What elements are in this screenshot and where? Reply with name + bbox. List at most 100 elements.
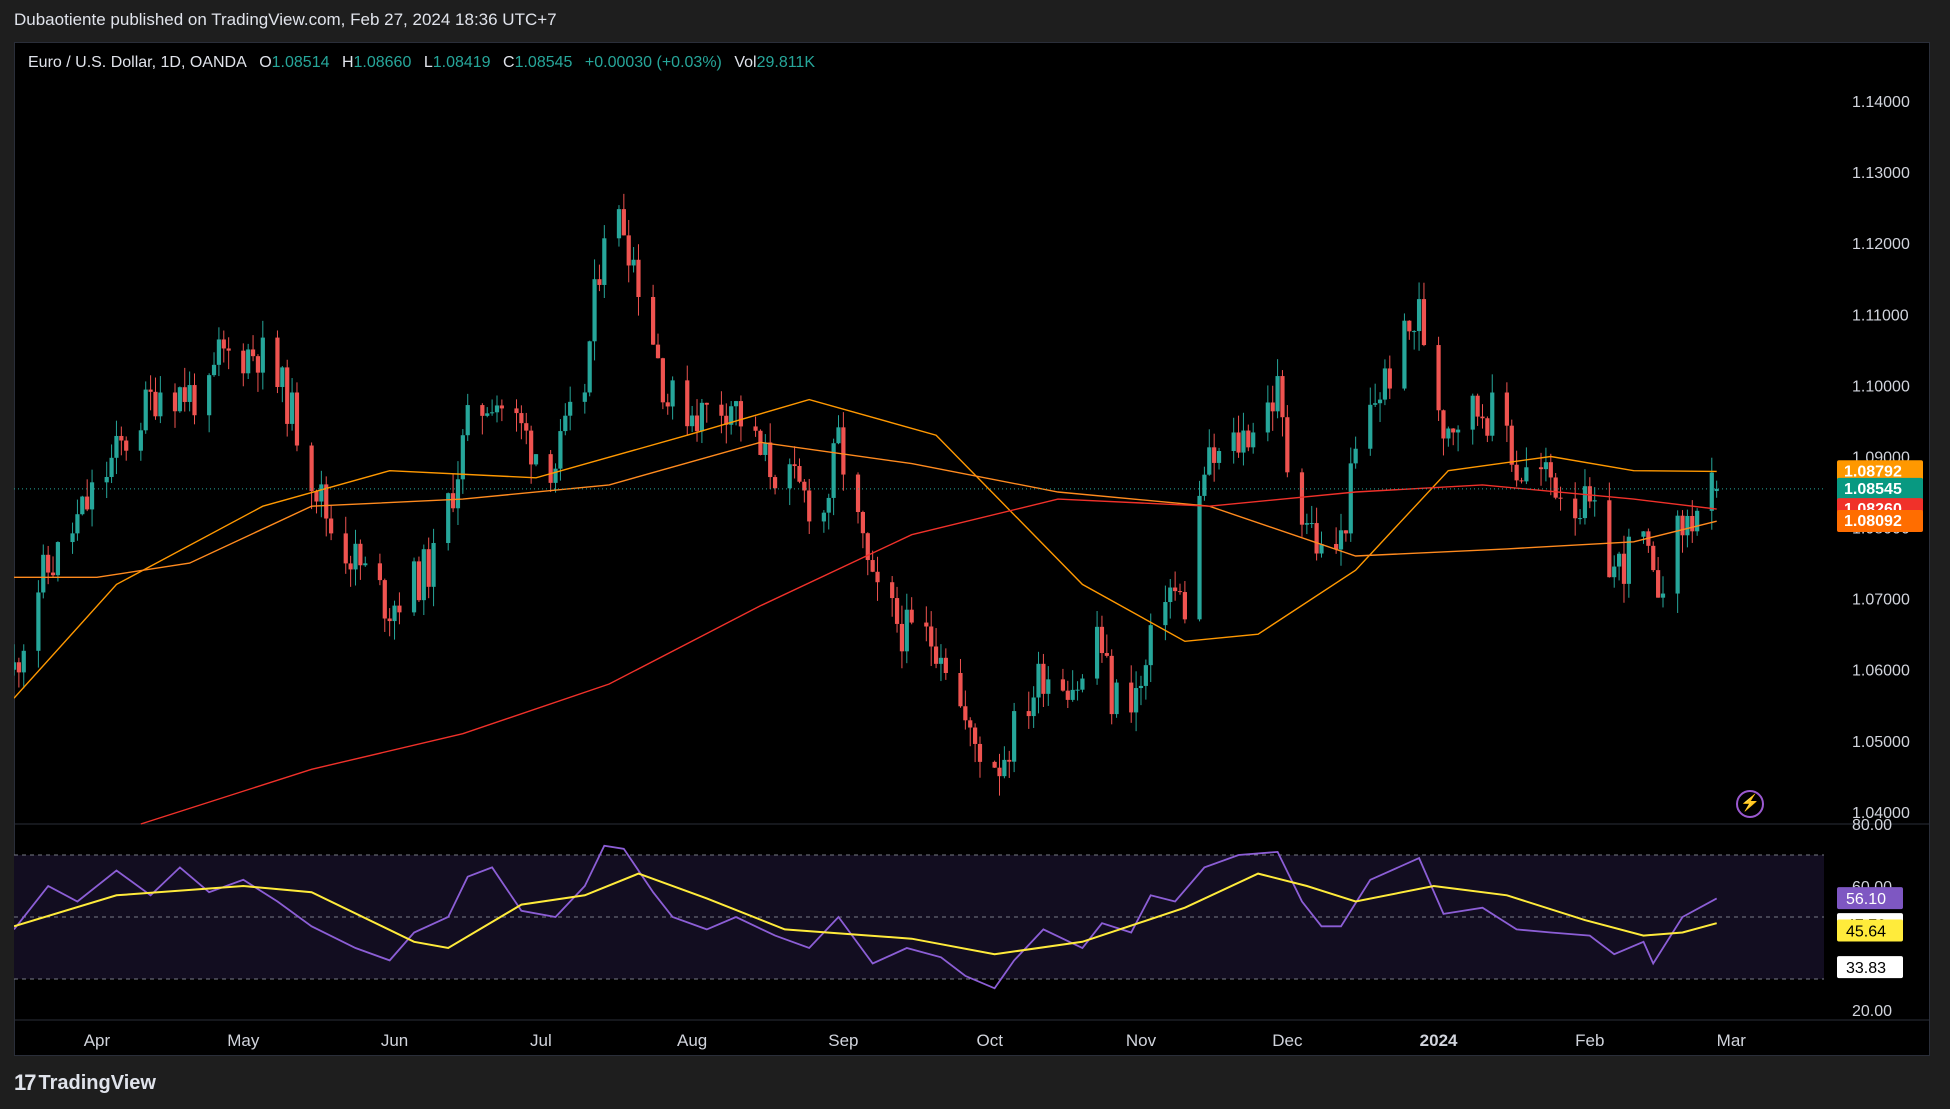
candle: [1690, 515, 1695, 532]
time-tick-label: Aug: [677, 1031, 707, 1050]
candle: [1480, 416, 1485, 419]
candle: [14, 662, 17, 670]
candle: [21, 650, 26, 673]
candle: [1387, 368, 1392, 389]
candle: [548, 454, 553, 483]
candle: [324, 484, 329, 519]
candle: [465, 405, 470, 436]
time-tick-label: May: [227, 1031, 260, 1050]
candle: [397, 605, 402, 613]
candle: [36, 592, 41, 651]
time-tick-label: Mar: [1717, 1031, 1747, 1050]
candle: [1114, 682, 1119, 715]
candle: [1041, 663, 1046, 694]
symbol-legend: Euro / U.S. Dollar, 1D, OANDA O1.08514 H…: [28, 54, 823, 72]
candle: [1714, 488, 1719, 492]
candle: [148, 389, 153, 392]
candle: [421, 549, 426, 601]
lightning-icon[interactable]: ⚡: [1736, 790, 1764, 818]
candle: [807, 490, 812, 522]
candle: [314, 491, 319, 502]
candle: [153, 391, 158, 417]
rsi-value-label-text: 33.83: [1846, 960, 1886, 977]
candle: [1163, 602, 1168, 626]
close-value: 1.08545: [514, 54, 573, 71]
candle: [1251, 432, 1256, 448]
candle: [221, 339, 226, 349]
candle: [1660, 593, 1666, 598]
candle: [797, 466, 802, 482]
candle: [860, 512, 865, 534]
candle: [260, 337, 265, 373]
candle: [1641, 531, 1646, 537]
candle: [1470, 395, 1475, 430]
candle: [1695, 510, 1700, 532]
candle: [187, 385, 192, 402]
candle: [431, 543, 436, 587]
tradingview-footer[interactable]: 17 TradingView: [14, 1070, 156, 1096]
candle: [655, 344, 661, 359]
candle: [480, 405, 485, 416]
candle: [792, 464, 797, 467]
published-by-text: Dubaotiente published on TradingView.com…: [14, 10, 557, 29]
candle: [894, 598, 900, 624]
candle: [651, 297, 656, 345]
candle: [558, 431, 563, 469]
candle: [626, 235, 631, 266]
rsi-value-label-text: 56.10: [1846, 891, 1886, 908]
price-label-text: 1.08545: [1844, 481, 1902, 498]
symbol-name[interactable]: Euro / U.S. Dollar, 1D, OANDA: [28, 54, 246, 71]
volume-label: Vol: [734, 54, 757, 71]
candle: [533, 454, 539, 465]
candle: [1407, 320, 1412, 332]
candle: [704, 402, 709, 405]
candle: [519, 413, 524, 424]
candle: [870, 560, 875, 572]
candle: [694, 415, 700, 432]
price-tick-label: 1.13000: [1852, 165, 1910, 182]
candle: [50, 572, 56, 576]
candle: [929, 626, 934, 647]
candle: [382, 580, 387, 619]
candle: [80, 496, 85, 515]
candle: [1104, 653, 1109, 656]
candle: [1275, 376, 1280, 412]
candle: [1026, 711, 1031, 717]
candle: [1348, 463, 1353, 534]
rsi-value-label: [1837, 956, 1903, 979]
price-tick-label: 1.06000: [1852, 663, 1910, 680]
candle: [865, 533, 870, 561]
price-label-text: 1.08092: [1844, 513, 1902, 530]
candle: [733, 401, 739, 407]
candle: [455, 479, 461, 509]
candle: [1094, 626, 1100, 679]
candle: [582, 392, 587, 402]
candle: [1285, 417, 1290, 473]
candle: [1421, 299, 1427, 346]
open-value: 1.08514: [271, 54, 330, 71]
candle: [124, 440, 129, 451]
candle: [768, 442, 773, 478]
candle: [719, 404, 724, 416]
candle: [158, 392, 163, 417]
candle: [1148, 625, 1153, 666]
candle: [1373, 403, 1378, 405]
candle: [363, 563, 368, 566]
candle: [494, 405, 500, 413]
candle: [426, 549, 431, 587]
moving-average-line-ma_slow: [140, 484, 1717, 825]
candle: [1265, 402, 1270, 433]
candle: [1046, 679, 1051, 694]
candle: [1304, 523, 1309, 525]
volume-value: 29.811K: [756, 54, 815, 71]
candle: [285, 367, 290, 424]
chart-canvas[interactable]: 1.140001.130001.120001.110001.100001.090…: [14, 42, 1930, 1056]
candle: [958, 672, 963, 707]
candle: [1236, 432, 1241, 453]
candle: [1319, 543, 1324, 554]
candle: [1607, 500, 1612, 578]
candle: [772, 477, 778, 489]
candle: [943, 657, 948, 673]
candle: [1524, 467, 1529, 482]
candle: [1446, 428, 1451, 439]
